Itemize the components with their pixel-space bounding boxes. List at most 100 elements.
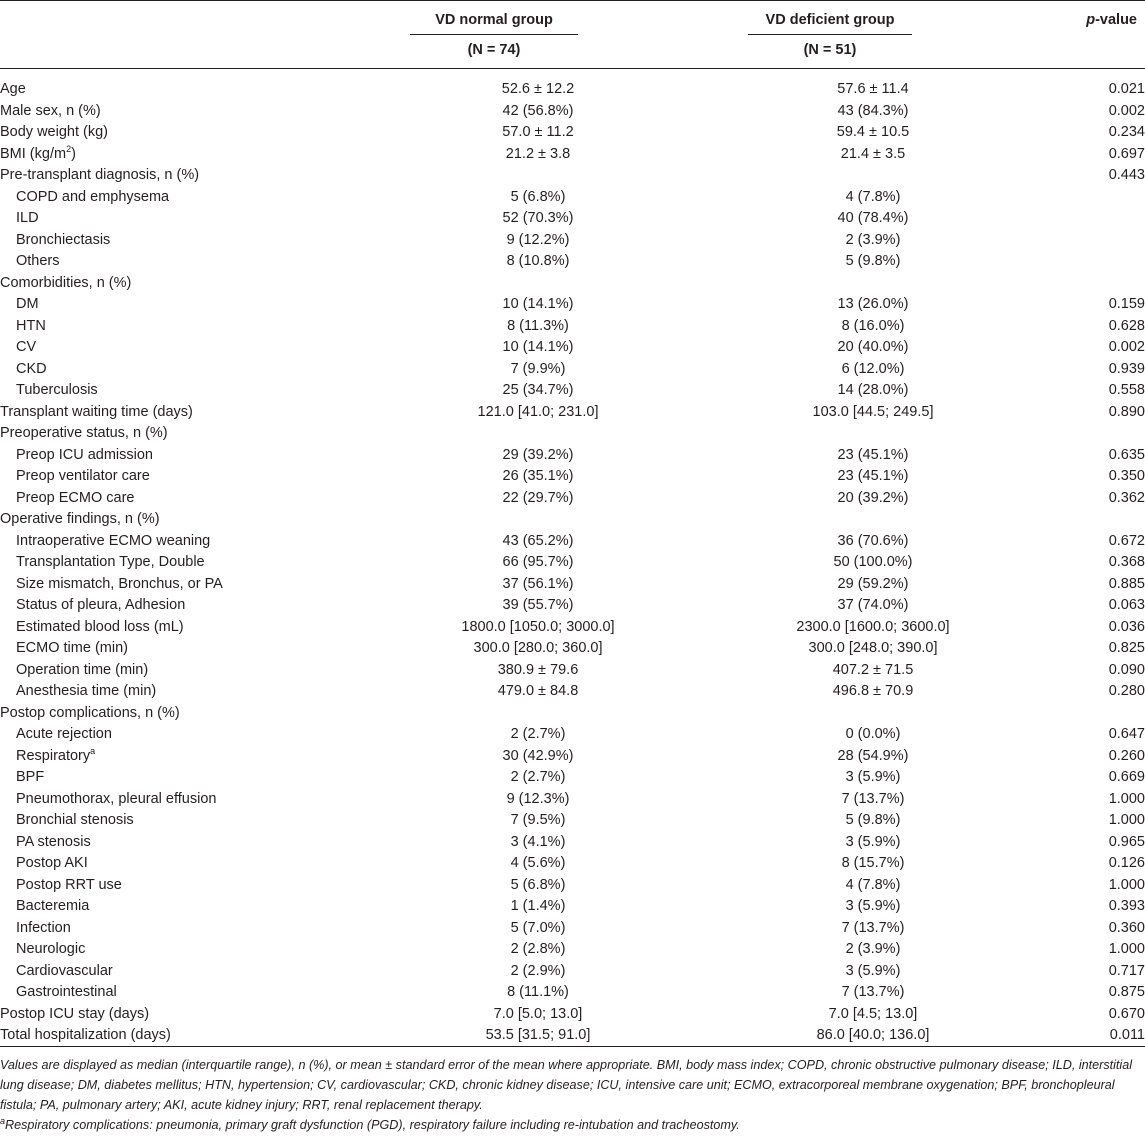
cell-deficient-group: 496.8 ± 70.9 [832,683,914,699]
row-label-text: Operation time (min) [16,661,149,678]
cell-deficient-group: 0 (0.0%) [845,726,901,742]
cell-normal-group: 300.0 [280.0; 360.0] [473,640,603,656]
row-label: Postop AKI [0,853,388,875]
table-row: Transplantation Type, Double 66 (95.7%) 50… [0,552,1145,574]
cell-normal-group: 479.0 ± 84.8 [497,683,579,699]
cell-deficient-group: 2 (3.9%) [845,231,901,248]
cell-pvalue: 0.647 [1108,726,1145,742]
cell-deficient-group: 2 (3.9%) [845,941,901,957]
table-row: PA stenosis 3 (4.1%) 3 (5.9%) 0.965 [0,832,1145,854]
row-label: Others [0,251,388,273]
row-label-text: Age [0,81,26,97]
cell-pvalue: 0.443 [1108,167,1145,183]
row-label: Total hospitalization (days) [0,1025,388,1047]
cell-normal-group: 5 (6.8%) [510,188,566,205]
cell-pvalue: 0.628 [1108,317,1145,334]
header-pvalue-suffix: -value [1095,12,1137,28]
cell-pvalue: 0.672 [1108,532,1145,549]
table-row: Preop ICU admission 29 (39.2%) 23 (45.1%) 0… [0,445,1145,467]
cell-pvalue [1058,187,1145,209]
cell-deficient-group: 57.6 ± 11.4 [837,81,909,97]
cell-normal-group: 43 (65.2%) [502,532,574,549]
cell-deficient-group: 86.0 [40.0; 136.0] [816,1027,930,1043]
cell-deficient-group: 300.0 [248.0; 390.0] [808,640,938,656]
cell-pvalue: 0.011 [1109,1027,1145,1043]
row-label-text: DM [16,296,39,312]
cell-normal-group: 2 (2.9%) [510,962,566,979]
row-label-text: Postop RRT use [16,876,122,893]
row-label-text: Preoperative status, n (%) [0,425,168,441]
table-row: Respiratorya 30 (42.9%) 28 (54.9%) 0.260 [0,746,1145,768]
row-label-text: ILD [16,210,39,226]
row-label: Preoperative status, n (%) [0,423,388,445]
row-label-text: HTN [16,317,46,334]
row-label: PA stenosis [0,832,388,854]
table-row: Operation time (min) 380.9 ± 79.6 407.2 ± … [0,660,1145,682]
cell-deficient-group [688,423,1058,445]
cell-pvalue [1058,423,1145,445]
cell-deficient-group [688,703,1058,725]
row-label: HTN [0,316,388,338]
table-row: Status of pleura, Adhesion 39 (55.7%) 37 (… [0,595,1145,617]
table-row: Tuberculosis 25 (34.7%) 14 (28.0%) 0.558 [0,380,1145,402]
cell-normal-group: 53.5 [31.5; 91.0] [485,1027,591,1043]
cell-deficient-group: 7 (13.7%) [841,984,905,1000]
row-label-text: Comorbidities, n (%) [0,274,132,291]
header-pvalue-italic: p [1086,12,1096,28]
row-label-text: Preop ECMO care [16,489,135,506]
cell-normal-group: 380.9 ± 79.6 [497,661,579,678]
cell-pvalue: 0.939 [1108,360,1145,377]
row-label: CV [0,337,388,359]
row-label: Size mismatch, Bronchus, or PA [0,574,388,596]
cell-deficient-group: 21.4 ± 3.5 [840,145,906,162]
table-row: Intraoperative ECMO weaning 43 (65.2%) 36 … [0,531,1145,553]
header-normal-group: VD normal group [435,12,553,28]
cell-deficient-group: 23 (45.1%) [837,446,909,463]
row-label-text: Preop ICU admission [16,446,153,463]
cell-normal-group: 29 (39.2%) [502,446,574,463]
cell-pvalue: 0.965 [1108,833,1145,850]
cell-normal-group: 9 (12.3%) [506,790,570,807]
cell-normal-group: 25 (34.7%) [502,382,574,398]
table-row: Gastrointestinal 8 (11.1%) 7 (13.7%) 0.875 [0,982,1145,1004]
cell-normal-group: 2 (2.7%) [510,726,566,742]
row-label: Postop RRT use [0,875,388,897]
table-row: COPD and emphysema 5 (6.8%) 4 (7.8%) [0,187,1145,209]
cell-deficient-group: 3 (5.9%) [845,769,901,785]
cell-normal-group: 52 (70.3%) [502,210,574,226]
row-label-text: PA stenosis [16,833,91,850]
cell-normal-group: 8 (11.3%) [507,317,569,334]
row-label-suffix: ) [71,145,76,162]
cell-pvalue: 0.002 [1108,102,1145,119]
cell-normal-group: 30 (42.9%) [502,747,574,764]
table-row: Postop complications, n (%) [0,703,1145,725]
table-row: Preop ventilator care 26 (35.1%) 23 (45.1%… [0,466,1145,488]
cell-pvalue [1058,208,1145,230]
cell-pvalue: 0.825 [1108,640,1145,656]
row-label: Preop ventilator care [0,466,388,488]
table-row: Anesthesia time (min) 479.0 ± 84.8 496.8 ±… [0,681,1145,703]
table-header-rule [0,68,1145,69]
table-row: Body weight (kg) 57.0 ± 11.2 59.4 ± 10.5 0.… [0,122,1145,144]
row-label-superscript: a [90,745,96,756]
cell-deficient-group: 43 (84.3%) [837,102,909,119]
cell-pvalue: 0.021 [1108,81,1145,97]
table-row: BMI (kg/m2) 21.2 ± 3.8 21.4 ± 3.5 0.697 [0,144,1145,166]
table-row: Preoperative status, n (%) [0,423,1145,445]
cell-pvalue: 0.350 [1108,468,1145,484]
row-label-text: Estimated blood loss (mL) [16,618,184,635]
cell-normal-group: 39 (55.7%) [502,597,574,613]
table-row: Others 8 (10.8%) 5 (9.8%) [0,251,1145,273]
row-label-text: Pneumothorax, pleural effusion [16,790,217,807]
table-header: VD normal group (N = 74) VD deficient gr… [0,0,1145,68]
table-row: Postop RRT use 5 (6.8%) 4 (7.8%) 1.000 [0,875,1145,897]
row-label: Preop ICU admission [0,445,388,467]
cell-pvalue [1058,273,1145,295]
row-label: Tuberculosis [0,380,388,402]
data-table-body: Age 52.6 ± 12.2 57.6 ± 11.4 0.021 Male sex, … [0,79,1145,1047]
row-label-text: Acute rejection [16,726,112,742]
table-row: CKD 7 (9.9%) 6 (12.0%) 0.939 [0,359,1145,381]
row-label: Respiratorya [0,746,388,768]
cell-deficient-group: 3 (5.9%) [845,962,901,979]
row-label-text: Body weight (kg) [0,124,108,140]
